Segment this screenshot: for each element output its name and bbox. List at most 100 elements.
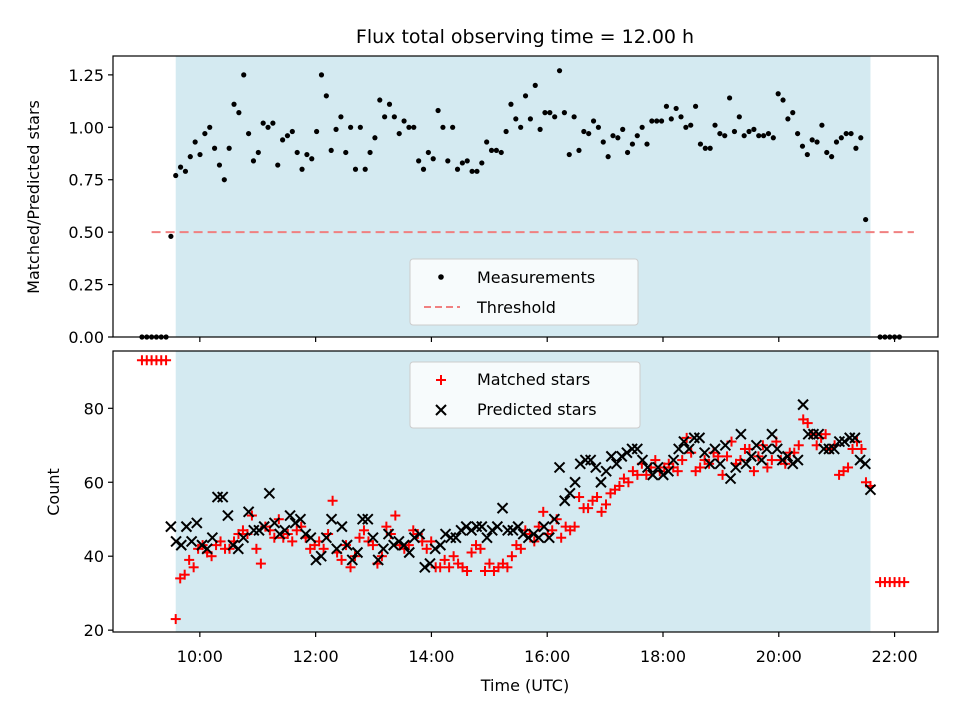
top-x-ticks [199,337,896,342]
matched-star-marker [592,492,603,503]
top-y-tick-label: 1.25 [68,66,104,85]
measurement-point [833,139,840,145]
predicted-star-marker [450,532,462,544]
measurement-point [493,147,499,153]
matched-star-marker [596,506,607,517]
measurement-point [275,162,281,168]
measurement-point [294,149,300,156]
measurement-point [692,103,699,109]
measurement-point [270,120,276,126]
measurement-point [289,128,295,135]
predicted-star-marker [403,546,415,559]
measurement-point [809,137,815,143]
measurement-point [309,156,315,162]
predicted-star-marker [211,491,224,503]
measurement-point [688,122,694,128]
measurement-point [649,118,655,124]
legend-label-threshold: Threshold [476,298,556,317]
predicted-star-marker [771,443,783,455]
x-tick-label: 10:00 [177,647,223,666]
matched-star-marker [269,532,280,543]
predicted-star-marker [382,528,395,540]
predicted-star-marker [844,432,856,444]
matched-star-marker [381,521,392,532]
matched-star-marker [475,543,486,554]
bottom-y-tick-label: 40 [84,547,104,566]
predicted-star-marker [652,461,664,474]
measurement-point [629,141,636,147]
predicted-star-marker [854,454,866,466]
predicted-star-marker [631,443,643,455]
measurement-point [377,97,383,103]
predicted-star-marker [673,443,685,455]
top-legend-box [409,258,639,326]
measurement-point [746,128,752,135]
predicted-star-marker [362,513,374,525]
predicted-star-marker [419,561,431,574]
measurement-point [522,93,529,99]
measurement-point [367,149,373,156]
predicted-star-marker [812,428,825,440]
predicted-star-marker [818,443,830,455]
measurement-point [644,141,650,147]
matched-star-marker [766,455,777,466]
predicted-star-marker [636,454,649,466]
predicted-stars-layer [165,398,877,574]
matched-star-marker [444,562,455,573]
bottom-x-ticks: 10:00 12:00 14:00 16:00 18:00 20:00 22:00 [177,632,918,666]
predicted-star-marker [227,539,239,551]
measurement-point [469,168,475,174]
measurement-point [226,145,232,151]
measurement-point [799,143,806,149]
predicted-star-marker [517,528,529,540]
matched-star-marker [641,469,652,480]
predicted-star-marker [761,443,773,455]
legend-label-predicted-stars: Predicted stars [477,400,597,419]
measurement-point [464,158,470,164]
top-y-tick-label: 0.50 [68,223,104,242]
predicted-star-marker [486,524,498,537]
measurement-point [581,128,587,135]
predicted-star-marker [823,443,835,455]
measurement-point [595,124,602,130]
measurement-point [420,166,427,172]
measurement-point [299,166,305,172]
predicted-star-marker [305,532,317,544]
predicted-star-marker [792,454,804,466]
predicted-star-marker [719,439,732,451]
bottom-axes-frame [112,350,939,633]
predicted-star-marker [248,524,260,537]
measurement-point [454,166,461,172]
matched-star-marker [677,455,688,466]
predicted-star-marker [460,520,472,533]
top-y-tick-label: 0.75 [68,171,104,190]
measurement-point [416,158,422,164]
measurement-point [202,130,208,137]
measurement-point [775,91,781,97]
predicted-star-marker [429,543,441,555]
predicted-star-marker [455,524,467,537]
matched-star-marker [847,443,858,454]
predicted-star-marker [543,532,555,544]
measurement-point [241,72,247,78]
matched-star-marker [354,532,365,543]
measurement-point [658,118,665,124]
x-tick-label: 16:00 [524,647,570,666]
predicted-star-marker [802,428,814,440]
matched-star-marker [672,466,683,477]
bottom-y-tick-label: 80 [84,399,104,418]
top-y-ticks: 0.00 0.25 0.50 0.75 1.00 1.25 [68,66,113,347]
measurement-point [391,114,397,120]
matched-star-marker [506,551,517,562]
measurement-point [600,139,606,145]
predicted-star-marker [393,535,405,548]
predicted-star-marker [538,520,550,533]
predicted-star-marker [310,554,322,566]
matched-star-marker [179,569,190,580]
matched-star-marker [695,462,706,473]
measurement-point [343,149,349,156]
predicted-star-marker [735,428,747,440]
measurement-point [615,135,621,141]
matched-star-marker [614,480,625,491]
